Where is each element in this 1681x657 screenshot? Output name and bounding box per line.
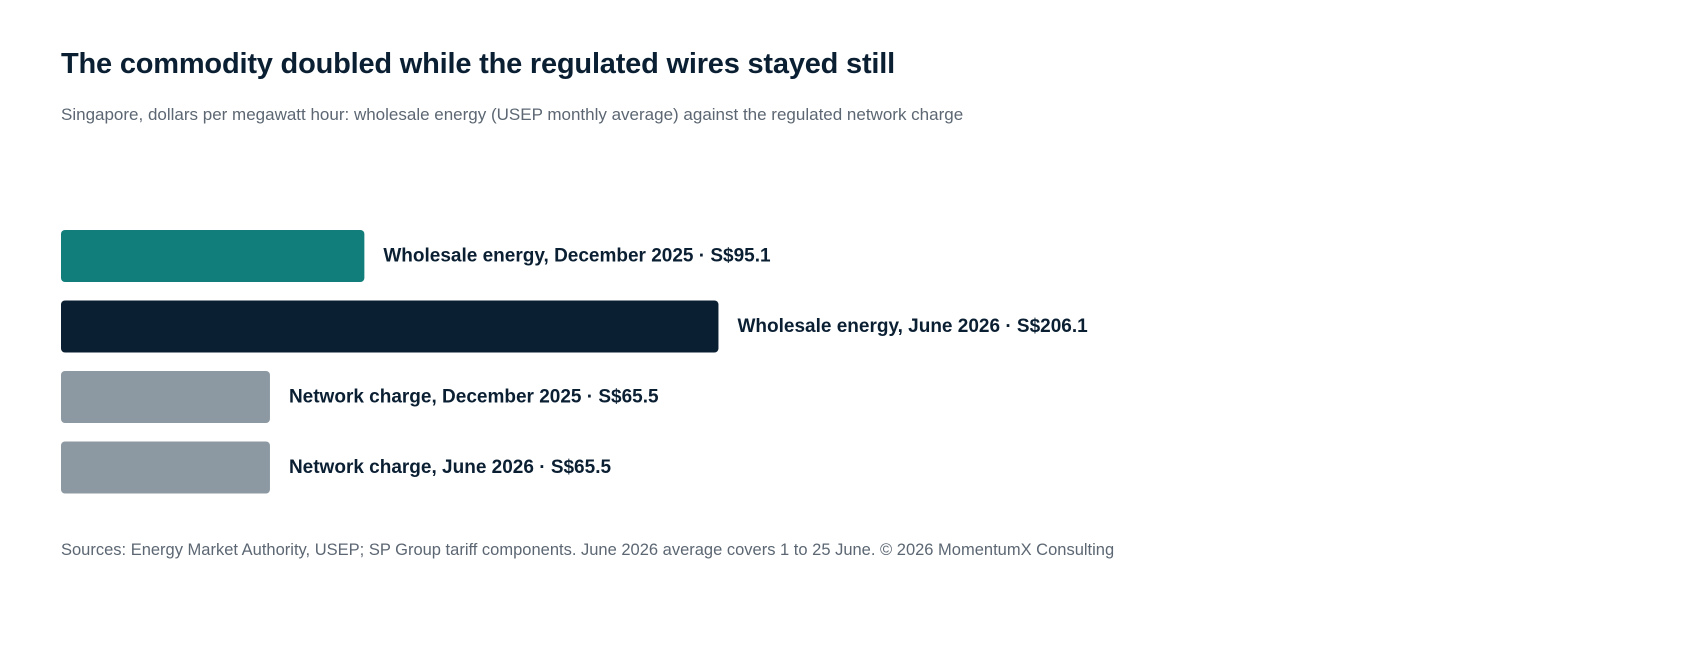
bar-3 [61, 371, 270, 423]
chart-subtitle: Singapore, dollars per megawatt hour: wh… [61, 105, 964, 124]
bar-label-2: Wholesale energy, June 2026 · S$206.1 [737, 316, 1088, 337]
bar-2 [61, 300, 719, 353]
bar-4 [61, 441, 270, 494]
chart-title: The commodity doubled while the regulate… [61, 48, 895, 80]
bar-label-4: Network charge, June 2026 · S$65.5 [289, 457, 612, 478]
bar-label-3: Network charge, December 2025 · S$65.5 [289, 387, 659, 408]
source-note: Sources: Energy Market Authority, USEP; … [61, 541, 1115, 559]
bar-1 [61, 230, 365, 282]
bar-labels-group: Wholesale energy, December 2025 · S$95.1… [289, 246, 1088, 479]
bars-group [61, 230, 719, 494]
bar-label-1: Wholesale energy, December 2025 · S$95.1 [383, 246, 771, 267]
